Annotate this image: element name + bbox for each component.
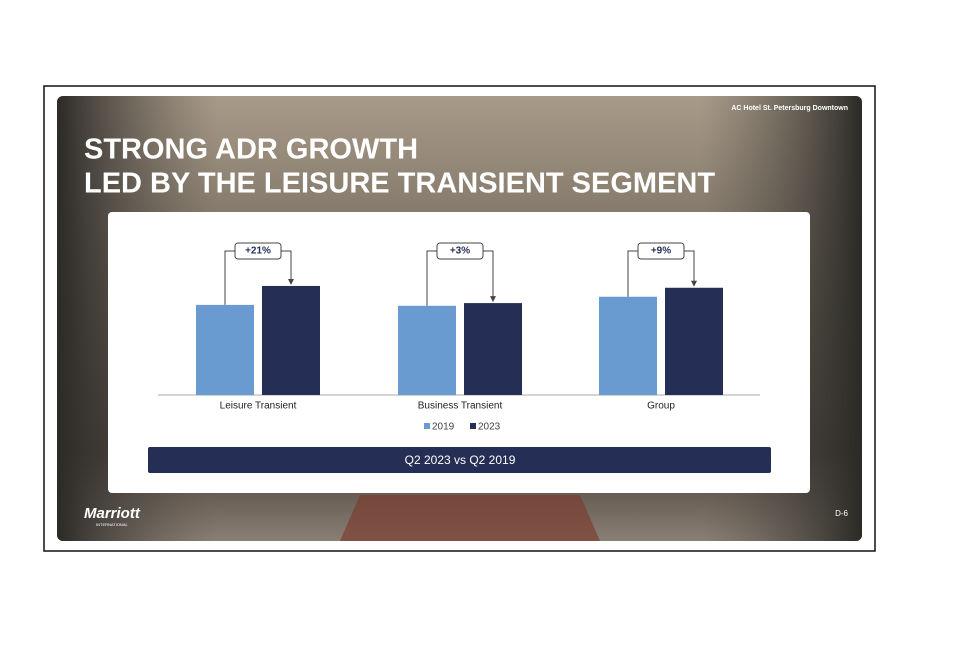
logo: Marriott [84, 505, 141, 522]
carpet [340, 495, 600, 541]
banner-text: Q2 2023 vs Q2 2019 [405, 453, 516, 467]
annotation-box [436, 242, 484, 260]
bar [398, 305, 456, 395]
arrow [684, 250, 695, 286]
bar [599, 296, 657, 395]
annotation-box [234, 242, 282, 260]
x-tick-label: Business Transient [418, 401, 503, 412]
legend-swatch [470, 423, 476, 429]
legend-swatch [424, 423, 430, 429]
annotation: +3% [450, 246, 470, 257]
banner [148, 447, 771, 473]
arrow [627, 250, 638, 297]
arrow-head [490, 296, 496, 303]
x-tick-label: Leisure Transient [220, 401, 297, 412]
bar [196, 304, 254, 395]
arrow [281, 250, 292, 284]
arrow-head [288, 278, 294, 285]
slide-title: LED BY THE LEISURE TRANSIENT SEGMENT [84, 168, 715, 200]
arrow [483, 250, 494, 302]
arrow-head [691, 280, 697, 287]
bar [665, 287, 723, 395]
logo-sub: INTERNATIONAL [96, 522, 128, 527]
annotation-box [637, 242, 685, 260]
legend-label: 2023 [478, 422, 501, 433]
x-tick-label: Group [647, 401, 675, 412]
annotation: +21% [245, 246, 271, 257]
chart-panel [108, 212, 810, 493]
bar [262, 285, 320, 395]
legend-label: 2019 [432, 422, 455, 433]
slide-title: STRONG ADR GROWTH [84, 134, 418, 166]
location: AC Hotel St. Petersburg Downtown [731, 105, 848, 112]
page-number: D-6 [835, 509, 848, 518]
bar [464, 303, 522, 395]
annotation: +9% [651, 246, 671, 257]
arrow [224, 250, 235, 305]
arrow [426, 250, 437, 306]
